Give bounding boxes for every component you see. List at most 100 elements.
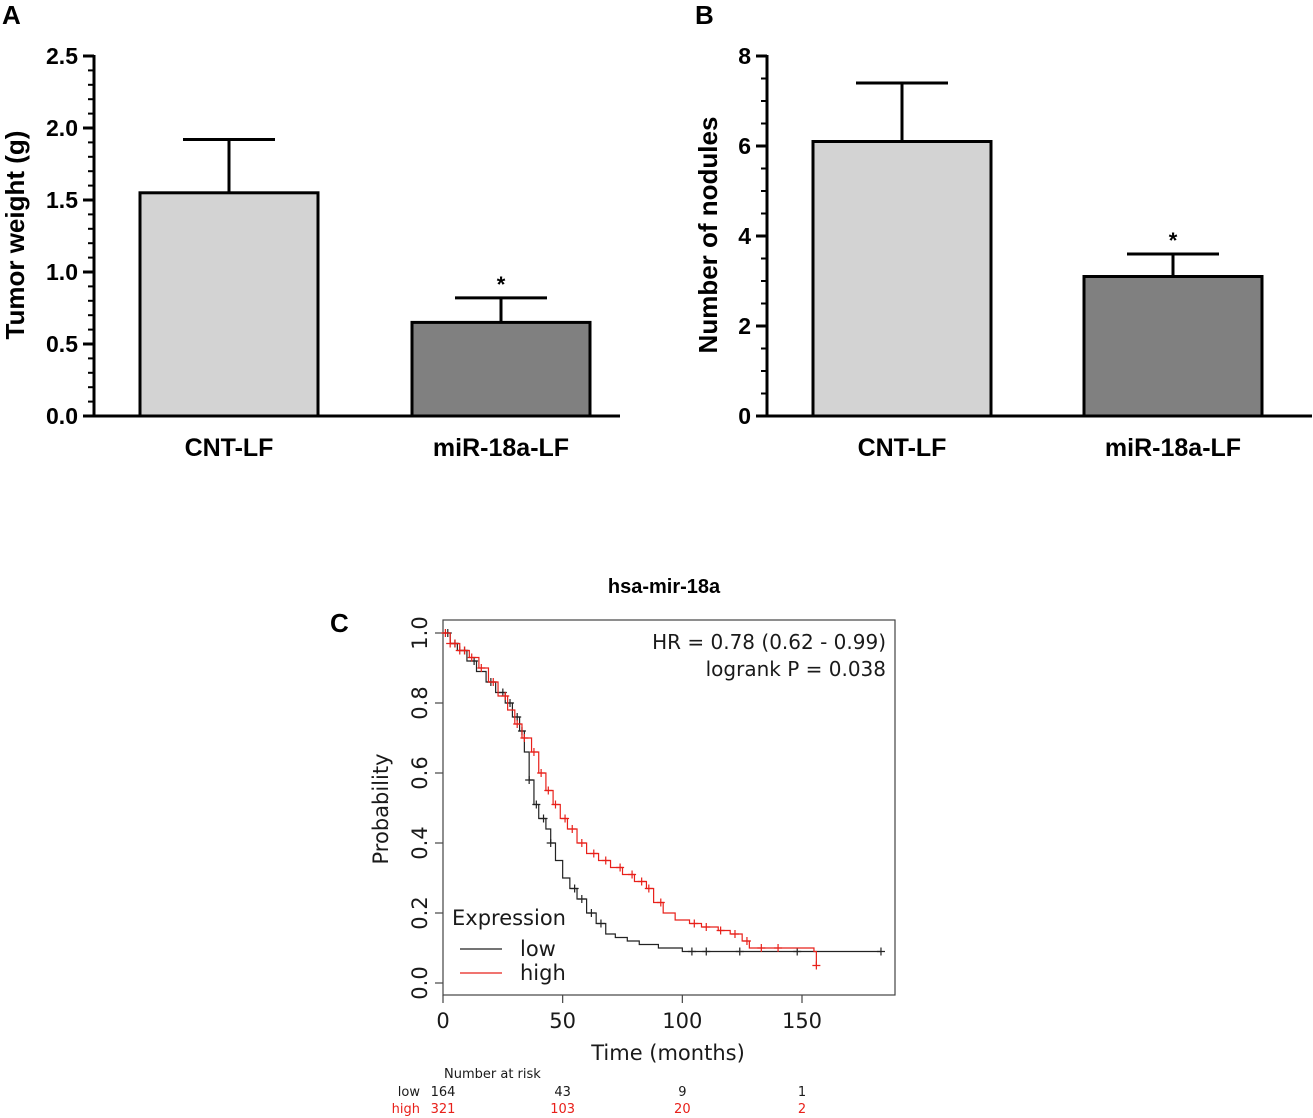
y-axis-label: Probability <box>369 753 393 864</box>
chart-title: hsa-mir-18a <box>608 576 721 598</box>
risk-row-label-high: high <box>392 1102 420 1117</box>
censor-mark-high <box>467 653 476 662</box>
censor-mark-high <box>730 930 739 938</box>
significance-marker: * <box>497 272 506 297</box>
panel-label-b: B <box>695 0 714 30</box>
x-tick-label: 50 <box>549 1009 576 1033</box>
y-tick-label: 1.5 <box>46 187 78 213</box>
risk-row-label-low: low <box>398 1085 421 1100</box>
censor-mark-high <box>477 664 486 672</box>
censor-mark-high <box>544 786 553 795</box>
y-tick-label: 6 <box>738 133 751 159</box>
km-curve-low <box>443 632 881 953</box>
censor-mark-high <box>529 748 538 756</box>
x-tick-label: 150 <box>782 1009 822 1033</box>
risk-count: 9 <box>678 1085 686 1100</box>
censor-mark-high <box>616 863 625 872</box>
censor-mark-high <box>460 646 469 655</box>
bar <box>138 191 320 418</box>
y-tick-label: 0.8 <box>408 686 432 719</box>
risk-count: 20 <box>674 1102 691 1117</box>
censor-mark-high <box>513 720 522 728</box>
censor-mark-high <box>450 639 459 648</box>
censor-mark-low <box>539 814 548 823</box>
chart-panel-a: Tumor weight (g) 0.0 0.5 1.0 1.5 2.0 2.5 CNT-L… <box>0 43 620 462</box>
risk-count: 43 <box>554 1085 571 1100</box>
risk-count: 321 <box>431 1102 456 1117</box>
censor-mark-high <box>441 629 450 637</box>
bar <box>410 320 592 418</box>
censor-mark-low <box>587 909 596 917</box>
censor-mark-low <box>577 895 586 903</box>
y-tick-label: 0.0 <box>46 403 78 429</box>
censor-mark-low <box>687 947 696 956</box>
censor-mark-high <box>637 877 646 886</box>
y-tick-label: 1.0 <box>46 259 78 285</box>
censor-mark-high <box>644 884 653 893</box>
censor-mark-low <box>793 947 802 956</box>
y-tick-label: 0.6 <box>408 756 432 789</box>
y-tick-label: 2 <box>738 313 751 339</box>
censor-mark-low <box>876 947 885 956</box>
legend-label-low: low <box>520 937 556 961</box>
chart-panel-b: Number of nodules 0 2 4 6 8 CNT-LF * miR-18a-LF <box>693 43 1312 462</box>
y-tick-label: 0.2 <box>408 896 432 929</box>
y-tick-label: 0.4 <box>408 826 432 859</box>
censor-mark-high <box>757 944 766 952</box>
x-tick-label: 100 <box>662 1009 702 1033</box>
censor-mark-high <box>812 961 821 970</box>
censor-mark-high <box>716 926 725 935</box>
risk-count: 103 <box>550 1102 575 1117</box>
censor-mark-high <box>628 870 637 879</box>
bar <box>1082 275 1264 418</box>
censor-mark-low <box>532 800 541 809</box>
censor-mark-low <box>735 947 744 956</box>
hr-annotation: HR = 0.78 (0.62 - 0.99) <box>652 630 886 654</box>
censor-mark-low <box>596 919 605 928</box>
x-tick-label: CNT-LF <box>858 434 947 462</box>
risk-table-header: Number at risk <box>444 1067 541 1082</box>
censor-mark-low <box>570 884 579 893</box>
censor-mark-high <box>774 944 783 952</box>
censor-mark-high <box>577 839 586 847</box>
censor-mark-low <box>525 776 534 784</box>
risk-count: 1 <box>798 1085 806 1100</box>
censor-mark-high <box>520 734 529 742</box>
risk-count: 164 <box>431 1085 456 1100</box>
logrank-annotation: logrank P = 0.038 <box>706 657 886 681</box>
y-tick-label: 0.5 <box>46 331 78 357</box>
censor-mark-low <box>702 947 711 956</box>
y-axis-label: Tumor weight (g) <box>0 131 30 340</box>
legend-label-high: high <box>520 961 566 985</box>
censor-mark-high <box>551 800 560 809</box>
y-tick-label: 2.5 <box>46 43 78 69</box>
censor-mark-low <box>546 839 555 847</box>
censor-mark-high <box>742 937 751 945</box>
y-axis-label: Number of nodules <box>693 117 723 354</box>
censor-mark-high <box>702 923 711 931</box>
chart-panel-c: hsa-mir-18a HR = 0.78 (0.62 - 0.99) logr… <box>369 576 896 1117</box>
y-tick-label: 2.0 <box>46 115 78 141</box>
x-axis-label: Time (months) <box>590 1041 745 1065</box>
censor-mark-high <box>601 856 610 865</box>
legend-title: Expression <box>452 906 566 930</box>
x-tick-label: 0 <box>436 1009 449 1033</box>
censor-mark-high <box>489 678 498 686</box>
censor-mark-high <box>537 769 546 777</box>
y-tick-label: 8 <box>738 43 751 69</box>
x-tick-label: miR-18a-LF <box>1105 434 1241 462</box>
plot-frame <box>442 619 896 996</box>
y-tick-label: 1.0 <box>408 616 432 649</box>
y-tick-label: 0 <box>738 403 751 429</box>
y-tick-label: 4 <box>738 223 751 249</box>
censor-mark-high <box>656 898 665 907</box>
censor-mark-high <box>568 825 577 833</box>
significance-marker: * <box>1169 228 1178 253</box>
censor-mark-high <box>501 692 510 700</box>
bar <box>811 140 993 418</box>
censor-mark-high <box>561 814 570 823</box>
censor-mark-high <box>589 849 598 858</box>
panel-label-a: A <box>2 0 21 30</box>
km-curve-high <box>443 632 817 966</box>
